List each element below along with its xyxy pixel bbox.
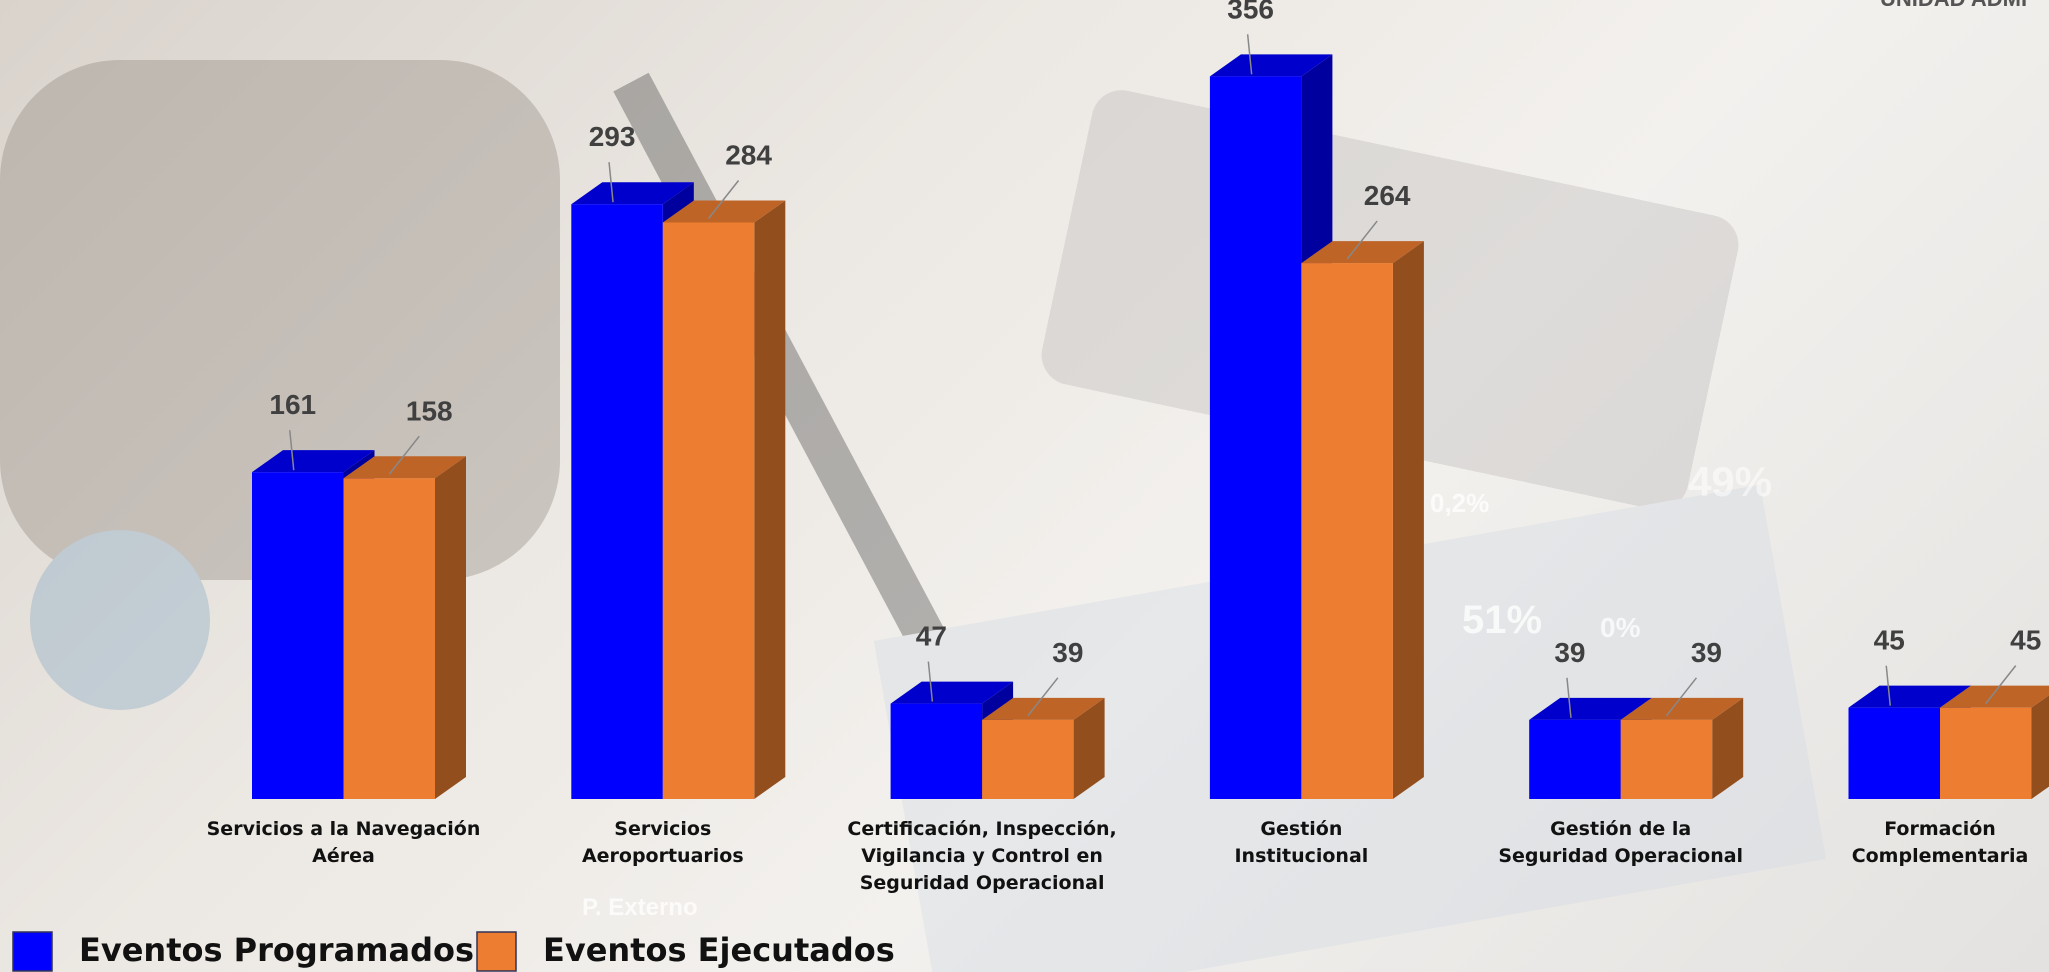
value-label: 39 <box>1554 637 1585 668</box>
leader-line <box>289 430 295 471</box>
bar-top <box>1209 54 1333 77</box>
value-label: 264 <box>1364 180 1411 211</box>
bar-side <box>2031 695 2049 799</box>
leader-line <box>1246 34 1253 75</box>
bar <box>1848 707 1940 799</box>
bar <box>252 472 344 799</box>
bar <box>1940 707 2032 799</box>
value-label: 356 <box>1227 0 1274 24</box>
ghost-label: 49% <box>1688 458 1773 505</box>
bar-side <box>1712 697 1744 799</box>
value-label: 158 <box>406 395 453 426</box>
ghost-label: P. Externo <box>582 894 698 921</box>
bar-top <box>1301 241 1424 264</box>
ghost-label: 0,2% <box>1430 488 1490 518</box>
legend-label: Eventos Ejecutados <box>543 931 895 969</box>
legend-swatch <box>476 931 517 972</box>
bar-side <box>1392 241 1424 799</box>
bar <box>1529 719 1621 799</box>
x-tick-label: Certificación, Inspección, Vigilancia y … <box>847 818 1117 894</box>
value-label: 47 <box>916 621 947 652</box>
bar <box>571 204 663 799</box>
bar <box>982 719 1074 799</box>
bar-side <box>754 200 786 800</box>
leader-line <box>1885 665 1891 706</box>
bar <box>1301 263 1393 800</box>
value-label: 293 <box>589 121 636 152</box>
leader-line <box>608 162 614 203</box>
legend-swatch <box>12 931 53 972</box>
header-text: UNIDAD ADMI <box>1880 0 2027 12</box>
bar-top <box>1529 697 1652 720</box>
bar-side <box>435 456 466 799</box>
bar-top <box>890 681 1014 704</box>
leader-line <box>1566 677 1572 718</box>
bar-side <box>1073 697 1105 799</box>
value-label: 161 <box>269 389 316 420</box>
bar-top <box>1848 685 1971 708</box>
leader-line <box>1985 665 2017 705</box>
value-label: 39 <box>1691 637 1722 668</box>
bar-top <box>1620 697 1744 720</box>
bar-top <box>662 200 786 223</box>
bar-top <box>982 697 1105 720</box>
x-tick-label: Formación Complementaria <box>1851 818 2029 867</box>
bar-top <box>343 456 466 479</box>
x-tick-label: Servicios a la Navegación Aérea <box>206 818 481 867</box>
bar <box>662 222 755 800</box>
legend-label: Eventos Programados <box>79 931 475 969</box>
leader-line <box>1665 677 1698 717</box>
ghost-label: 0% <box>1600 612 1641 643</box>
x-tick-label: Gestión Institucional <box>1234 818 1369 867</box>
value-label: 39 <box>1052 637 1083 668</box>
leader-line <box>1027 677 1059 717</box>
ghost-label: 51% <box>1462 598 1543 642</box>
value-label: 45 <box>2010 625 2041 656</box>
bar <box>890 703 983 799</box>
leader-line <box>707 180 740 219</box>
leader-line <box>927 661 934 702</box>
value-label: 45 <box>1874 625 1905 656</box>
leader-line <box>388 435 420 475</box>
x-tick-label: Servicios Aeroportuarios <box>581 818 744 867</box>
x-tick-label: Gestión de la Seguridad Operacional <box>1498 818 1744 867</box>
bar <box>1620 719 1713 799</box>
leader-line <box>1346 220 1378 260</box>
value-label: 284 <box>725 139 772 170</box>
bar-top <box>252 450 375 473</box>
bar-top <box>1940 685 2049 708</box>
bar <box>1209 76 1302 799</box>
bar-top <box>571 182 694 205</box>
bar <box>343 478 435 799</box>
